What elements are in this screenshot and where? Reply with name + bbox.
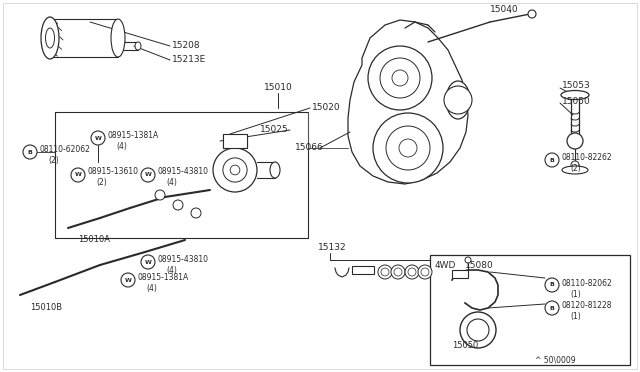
Ellipse shape — [41, 17, 59, 59]
Text: 08915-1381A: 08915-1381A — [138, 273, 189, 282]
Ellipse shape — [135, 42, 141, 50]
Text: B: B — [28, 150, 33, 154]
Text: 08110-82062: 08110-82062 — [562, 279, 612, 288]
Circle shape — [173, 200, 183, 210]
Text: 15132: 15132 — [318, 244, 347, 253]
Ellipse shape — [111, 19, 125, 57]
Text: (4): (4) — [166, 266, 177, 275]
Text: 15010B: 15010B — [30, 304, 62, 312]
Text: 08915-43810: 08915-43810 — [158, 254, 209, 263]
Bar — [352, 266, 374, 274]
Circle shape — [378, 265, 392, 279]
Text: (4): (4) — [116, 141, 127, 151]
Text: (2): (2) — [570, 164, 580, 173]
Bar — [223, 134, 247, 148]
Text: 08110-62062: 08110-62062 — [40, 145, 91, 154]
Text: 08915-13610: 08915-13610 — [88, 167, 139, 176]
Text: W: W — [125, 278, 131, 282]
Text: B: B — [550, 157, 554, 163]
Circle shape — [91, 131, 105, 145]
Text: ^ 50\0009: ^ 50\0009 — [535, 356, 575, 365]
Circle shape — [155, 190, 165, 200]
Text: 15020: 15020 — [312, 103, 340, 112]
Text: 15025: 15025 — [260, 125, 289, 135]
Circle shape — [191, 208, 201, 218]
Text: 15213E: 15213E — [172, 55, 206, 64]
Ellipse shape — [45, 28, 54, 48]
Bar — [452, 270, 468, 278]
Circle shape — [418, 265, 432, 279]
Text: (4): (4) — [166, 179, 177, 187]
Ellipse shape — [561, 90, 589, 99]
Text: (1): (1) — [570, 312, 580, 321]
Circle shape — [465, 257, 471, 263]
Text: (1): (1) — [570, 289, 580, 298]
Circle shape — [545, 278, 559, 292]
Circle shape — [391, 265, 405, 279]
Text: 15010: 15010 — [264, 83, 292, 93]
Text: 08120-81228: 08120-81228 — [562, 301, 612, 311]
Text: 08915-1381A: 08915-1381A — [108, 131, 159, 140]
Circle shape — [567, 133, 583, 149]
Circle shape — [545, 301, 559, 315]
Circle shape — [23, 145, 37, 159]
Circle shape — [121, 273, 135, 287]
Text: 15050: 15050 — [562, 96, 591, 106]
Circle shape — [571, 161, 579, 169]
Ellipse shape — [562, 166, 588, 174]
Circle shape — [141, 255, 155, 269]
Text: B: B — [550, 305, 554, 311]
Text: (2): (2) — [48, 157, 59, 166]
Text: 08110-82262: 08110-82262 — [562, 154, 612, 163]
Text: 15080: 15080 — [465, 262, 493, 270]
Circle shape — [528, 10, 536, 18]
Text: 08915-43810: 08915-43810 — [158, 167, 209, 176]
Circle shape — [444, 86, 472, 114]
Ellipse shape — [446, 81, 470, 119]
Text: 15208: 15208 — [172, 42, 200, 51]
Text: 15040: 15040 — [490, 6, 518, 15]
Text: B: B — [550, 282, 554, 288]
Text: 15066: 15066 — [295, 144, 324, 153]
Text: 15010A: 15010A — [78, 235, 110, 244]
Ellipse shape — [270, 162, 280, 178]
Text: (2): (2) — [96, 179, 107, 187]
Polygon shape — [348, 20, 468, 184]
Text: W: W — [75, 173, 81, 177]
Text: 15053: 15053 — [562, 80, 591, 90]
Circle shape — [405, 265, 419, 279]
Circle shape — [71, 168, 85, 182]
Text: W: W — [145, 173, 152, 177]
Circle shape — [141, 168, 155, 182]
Text: 15050: 15050 — [452, 341, 478, 350]
Text: W: W — [95, 135, 101, 141]
Circle shape — [213, 148, 257, 192]
Text: (4): (4) — [146, 283, 157, 292]
Bar — [430, 255, 630, 365]
Circle shape — [368, 46, 432, 110]
Circle shape — [460, 312, 496, 348]
Circle shape — [545, 153, 559, 167]
Text: 4WD: 4WD — [435, 262, 456, 270]
Circle shape — [373, 113, 443, 183]
Text: W: W — [145, 260, 152, 264]
